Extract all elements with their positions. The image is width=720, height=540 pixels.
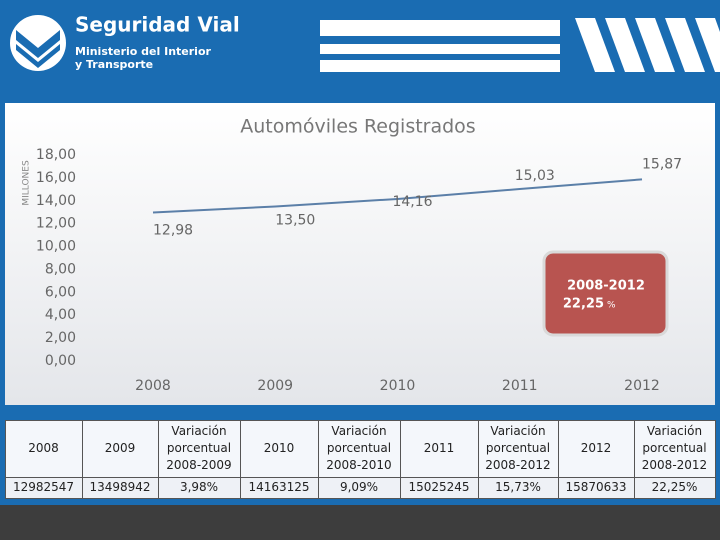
data-table: 2008 2009 Variación porcentual 2008-2009 20… [4, 419, 716, 499]
table-cell: 15025245 [399, 476, 479, 499]
cell-text: 2009 [104, 441, 136, 455]
x-tick-label: 2009 [257, 378, 293, 394]
cell-text: 2010 [263, 441, 295, 455]
stripes [320, 18, 720, 72]
annotation-box [542, 250, 669, 337]
table-cell: 22,25% [633, 476, 716, 499]
logo [10, 15, 66, 71]
table-cell: Variación porcentual 2008-2012 [477, 419, 559, 478]
cell-text: 9,09% [339, 480, 379, 494]
table-cell: 2008 [4, 419, 83, 478]
y-tick-label: 12,00 [36, 216, 76, 232]
x-tick-label: 2012 [624, 378, 660, 394]
table-cell: 14163125 [239, 476, 319, 499]
annotation: 2008-2012 22,25 % [542, 250, 669, 337]
y-tick-label: 6,00 [45, 284, 76, 300]
y-axis-label: MILLONES [22, 160, 32, 206]
annotation-unit: % [607, 301, 616, 311]
cell-text: Variación porcentual 2008-2010 [326, 424, 392, 472]
table-cell: 12982547 [4, 476, 83, 499]
y-tick-label: 4,00 [45, 307, 76, 323]
footer-bar [0, 505, 720, 540]
value-label: 15,87 [642, 156, 682, 172]
table-cell: 2010 [239, 419, 319, 478]
y-tick-label: 16,00 [36, 170, 76, 186]
cell-text: 13498942 [89, 480, 151, 494]
table-cell: Variación porcentual 2008-2009 [157, 419, 241, 478]
cell-text: Variación porcentual 2008-2012 [641, 424, 708, 472]
y-tick-label: 0,00 [45, 353, 76, 369]
y-tick-label: 2,00 [45, 330, 76, 346]
brand: Seguridad Vial [75, 13, 240, 37]
x-tick-label: 2008 [135, 378, 171, 394]
cell-text: 15025245 [408, 480, 470, 494]
table-cell: 2009 [81, 419, 159, 478]
cell-text: 2012 [580, 441, 612, 455]
table-cell: Variación porcentual 2008-2010 [317, 419, 401, 478]
cell-text: Variación porcentual 2008-2012 [485, 424, 551, 472]
table-cell: 3,98% [157, 476, 241, 499]
chart-title: Automóviles Registrados [240, 116, 475, 138]
value-label: 13,50 [275, 213, 315, 229]
x-tick-label: 2010 [380, 378, 416, 394]
table-cell: 2012 [557, 419, 635, 478]
cell-text: 15,73% [495, 480, 541, 494]
annotation-value: 22,25 [563, 297, 604, 312]
value-label: 14,16 [392, 194, 432, 210]
value-label: 15,03 [515, 168, 555, 184]
y-tick-label: 14,00 [36, 193, 76, 209]
table-cell: 13498942 [81, 476, 159, 499]
x-tick-label: 2011 [502, 378, 538, 394]
cell-text: 14163125 [248, 480, 310, 494]
value-label: 12,98 [153, 222, 193, 238]
ministry: Ministerio del Interior [75, 45, 211, 58]
cell-text: 2008 [28, 441, 59, 455]
y-tick-label: 10,00 [36, 239, 76, 255]
table-cell: 15,73% [477, 476, 559, 499]
line [152, 178, 643, 214]
cell-text: 12982547 [12, 480, 75, 494]
cell-text: 3,98% [179, 480, 219, 494]
table-cell: 9,09% [317, 476, 401, 499]
cell-text: 22,25% [651, 480, 698, 494]
table-cell: 15870633 [557, 476, 635, 499]
table-cell: Variación porcentual 2008-2012 [633, 419, 716, 478]
y-tick-label: 18,00 [36, 147, 76, 163]
cell-text: 15870633 [565, 480, 627, 494]
cell-text: Variación porcentual 2008-2009 [166, 424, 232, 472]
y-tick-label: 8,00 [45, 261, 76, 277]
cell-text: 2011 [423, 441, 455, 455]
annotation-period: 2008-2012 [567, 279, 645, 294]
ministry: y Transporte [75, 58, 153, 71]
table-cell: 2011 [399, 419, 479, 478]
